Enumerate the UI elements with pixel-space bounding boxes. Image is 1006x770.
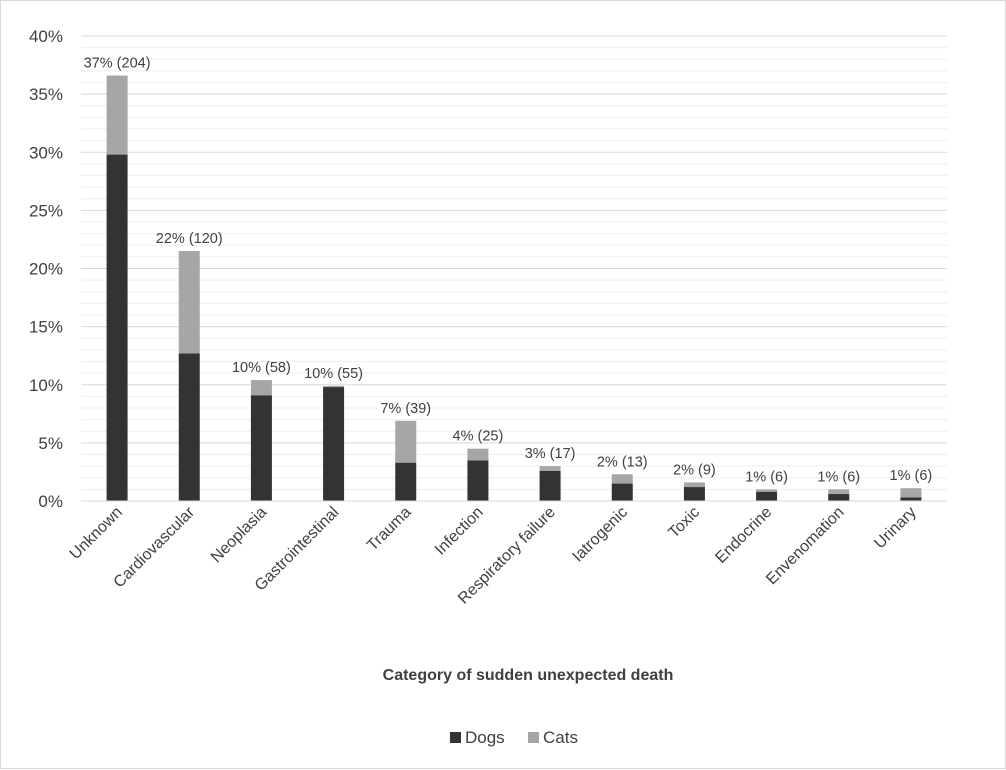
- data-label: 1% (6): [890, 468, 933, 484]
- data-label: 1% (6): [817, 469, 860, 485]
- y-tick-label: 20%: [29, 260, 63, 279]
- data-label: 37% (204): [84, 56, 151, 72]
- y-tick-label: 25%: [29, 201, 63, 220]
- bar-dogs: [756, 491, 778, 501]
- bar-dogs: [683, 487, 705, 501]
- bar-dogs: [611, 483, 633, 501]
- bar-cats: [683, 482, 705, 488]
- bar-dogs: [900, 497, 922, 501]
- bar-cats: [467, 448, 489, 461]
- x-category-label: Endocrine: [712, 504, 775, 567]
- legend-label: Dogs: [465, 728, 505, 747]
- data-label: 3% (17): [525, 446, 576, 462]
- x-category-label: Unknown: [67, 504, 126, 563]
- y-tick-label: 40%: [29, 27, 63, 46]
- data-label: 1% (6): [745, 469, 788, 485]
- data-label: 2% (13): [597, 454, 648, 470]
- bar-dogs: [467, 460, 489, 501]
- x-category-label: Toxic: [665, 504, 703, 542]
- bar-dogs: [250, 395, 272, 501]
- bar-cats: [539, 466, 561, 471]
- y-tick-label: 15%: [29, 318, 63, 337]
- bar-cats: [611, 474, 633, 484]
- bar-cats: [323, 385, 345, 388]
- y-tick-label: 10%: [29, 376, 63, 395]
- bar-dogs: [828, 494, 850, 501]
- bar-cats: [828, 489, 850, 495]
- data-label: 10% (55): [304, 366, 363, 382]
- y-tick-label: 0%: [38, 492, 63, 511]
- bar-cats: [178, 251, 200, 354]
- bar-dogs: [178, 353, 200, 501]
- x-category-label: Trauma: [364, 504, 415, 555]
- data-label: 2% (9): [673, 462, 716, 478]
- legend-label: Cats: [543, 728, 578, 747]
- y-tick-label: 30%: [29, 143, 63, 162]
- x-axis-title: Category of sudden unexpected death: [383, 667, 674, 684]
- y-tick-label: 35%: [29, 85, 63, 104]
- x-category-label: Iatrogenic: [569, 504, 631, 566]
- legend-swatch-dogs: [450, 732, 461, 743]
- y-tick-label: 5%: [38, 434, 63, 453]
- bar-cats: [250, 380, 272, 396]
- bar-cats: [106, 75, 128, 155]
- bar-dogs: [539, 470, 561, 501]
- bar-dogs: [395, 462, 417, 501]
- x-category-label: Urinary: [871, 504, 919, 552]
- bar-dogs: [323, 387, 345, 501]
- bar-dogs: [106, 154, 128, 501]
- data-labels: 37% (204) 22% (120) 10% (58) 10% (55) 7% (39…: [84, 56, 933, 486]
- data-label: 4% (25): [453, 429, 504, 445]
- bar-cats: [395, 420, 417, 463]
- bars: [81, 75, 947, 502]
- y-axis-ticks: 0% 5% 10% 15% 20% 25% 30% 35% 40%: [29, 27, 63, 511]
- bar-cats: [756, 489, 778, 492]
- x-category-label: Infection: [432, 504, 487, 559]
- gridlines: [81, 35, 947, 502]
- data-label: 22% (120): [156, 231, 223, 247]
- data-label: 7% (39): [380, 401, 431, 417]
- x-category-label: Envenomation: [763, 504, 847, 588]
- data-label: 10% (58): [232, 360, 291, 376]
- legend-swatch-cats: [528, 732, 539, 743]
- legend: Dogs Cats: [450, 728, 578, 747]
- x-category-label: Neoplasia: [208, 504, 270, 566]
- bar-cats: [900, 488, 922, 498]
